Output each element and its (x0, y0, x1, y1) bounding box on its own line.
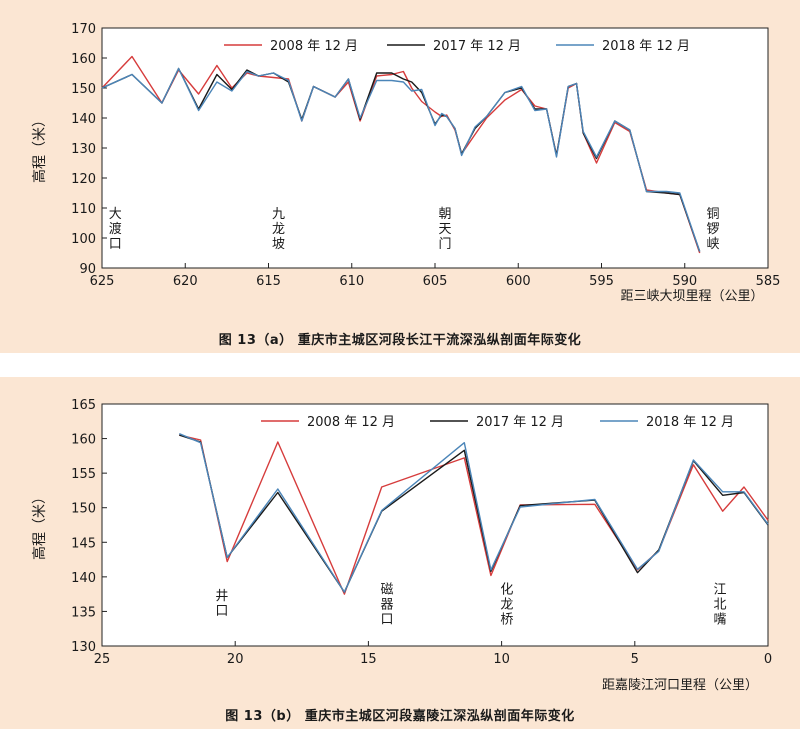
annotation-char: 江 (714, 582, 727, 597)
annotation-char: 井 (215, 589, 228, 604)
x-tick-label: 590 (672, 274, 697, 289)
chart-panel-a: 90 100 110 120 130 140 150 160 170 625 620 615 610 60… (0, 0, 800, 353)
location-annotation: 磁器口 (381, 582, 394, 627)
y-tick-label: 110 (71, 202, 96, 217)
annotation-char: 龙 (500, 597, 513, 612)
annotation-char: 器 (381, 597, 394, 612)
legend-label: 2018 年 12 月 (602, 39, 690, 54)
y-tick-label: 165 (71, 398, 96, 413)
y-tick-label: 160 (71, 433, 96, 448)
x-tick-label: 10 (493, 652, 510, 667)
plot-area (101, 27, 769, 269)
annotation-char: 龙 (272, 222, 285, 237)
annotation-char: 嘴 (714, 612, 727, 627)
series-line-3 (101, 67, 701, 252)
location-annotation: 铜锣峡 (707, 207, 720, 252)
annotation-char: 口 (109, 237, 122, 252)
chart-b-caption: 图 13（b） 重庆市主城区河段嘉陵江深泓纵剖面年际变化 (225, 709, 575, 724)
chart-panel-b: 130 135 140 145 150 155 160 165 25 20 15 10 5 0 高程（米） 距… (0, 377, 800, 729)
legend-label: 2017 年 12 月 (476, 415, 564, 430)
annotation-char: 朝 (438, 207, 451, 222)
location-annotation: 江北嘴 (714, 582, 727, 627)
annotation-char: 铜 (707, 207, 720, 222)
annotation-char: 峡 (707, 237, 720, 252)
legend-label: 2017 年 12 月 (433, 39, 521, 54)
y-tick-label: 90 (79, 262, 96, 277)
x-tick-label: 585 (756, 274, 781, 289)
y-tick-label: 120 (71, 172, 96, 187)
annotation-char: 口 (381, 612, 394, 627)
y-tick-label: 140 (71, 112, 96, 127)
x-tick-label: 625 (90, 274, 115, 289)
annotation-char: 九 (272, 207, 285, 222)
annotation-char: 化 (500, 582, 513, 597)
y-tick-label: 100 (71, 232, 96, 247)
location-annotation: 朝天门 (438, 207, 451, 252)
x-tick-label: 20 (227, 652, 244, 667)
plot-area (101, 403, 769, 647)
x-tick-label: 605 (423, 274, 448, 289)
x-tick-label: 595 (589, 274, 614, 289)
x-tick-label: 620 (173, 274, 198, 289)
y-tick-label: 170 (71, 22, 96, 37)
series-line-3 (179, 433, 769, 593)
annotation-char: 天 (438, 222, 451, 237)
annotation-char: 北 (714, 597, 727, 612)
y-axis-label: 高程（米） (31, 113, 48, 183)
x-tick-label: 5 (631, 652, 639, 667)
y-axis-label: 高程（米） (31, 490, 48, 560)
annotation-char: 坡 (272, 237, 285, 252)
legend-label: 2008 年 12 月 (307, 415, 395, 430)
x-tick-label: 0 (764, 652, 772, 667)
y-tick-label: 130 (71, 640, 96, 655)
annotation-char: 桥 (500, 612, 513, 627)
legend-label: 2018 年 12 月 (646, 415, 734, 430)
x-tick-label: 600 (506, 274, 531, 289)
annotation-char: 渡 (109, 221, 122, 237)
x-axis-label: 距嘉陵江河口里程（公里） (602, 678, 758, 693)
y-tick-label: 130 (71, 142, 96, 157)
annotation-char: 大 (109, 207, 122, 222)
annotation-char: 门 (438, 237, 451, 252)
location-annotation: 化龙桥 (500, 582, 513, 627)
y-tick-label: 150 (71, 502, 96, 517)
chart-b-svg: 130 135 140 145 150 155 160 165 25 20 15 10 5 0 高程（米） 距… (31, 398, 772, 693)
y-tick-label: 145 (71, 536, 96, 551)
chart-a-svg: 90 100 110 120 130 140 150 160 170 625 620 615 610 60… (31, 22, 781, 304)
annotation-char: 口 (215, 604, 228, 619)
x-tick-label: 610 (339, 274, 364, 289)
x-tick-label: 615 (256, 274, 281, 289)
chart-a-caption: 图 13（a） 重庆市主城区河段长江干流深泓纵剖面年际变化 (218, 333, 582, 348)
x-tick-label: 15 (360, 652, 377, 667)
location-annotation: 九龙坡 (272, 207, 285, 252)
y-tick-label: 155 (71, 467, 96, 482)
legend-label: 2008 年 12 月 (270, 39, 358, 54)
series-line-1 (179, 434, 769, 595)
x-axis-label: 距三峡大坝里程（公里） (620, 289, 763, 304)
annotation-char: 锣 (707, 222, 720, 237)
location-annotation: 井口 (215, 589, 228, 619)
y-tick-label: 160 (71, 52, 96, 67)
y-tick-label: 150 (71, 82, 96, 97)
annotation-char: 磁 (381, 582, 394, 597)
location-annotation: 大渡口 (109, 207, 122, 252)
y-tick-label: 140 (71, 571, 96, 586)
y-tick-label: 135 (71, 605, 96, 620)
x-tick-label: 25 (94, 652, 111, 667)
